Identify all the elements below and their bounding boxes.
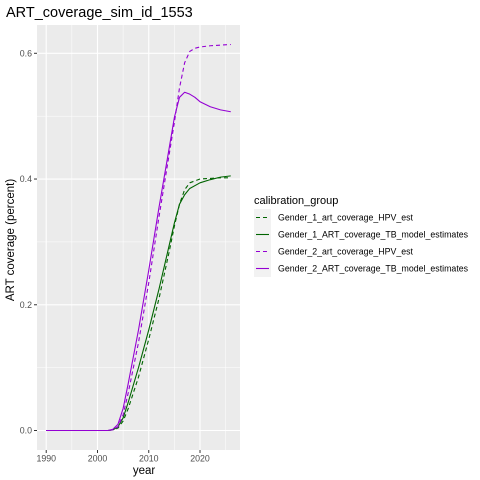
x-tick-label: 2020 — [190, 454, 210, 464]
x-tick-label: 2000 — [88, 454, 108, 464]
series-line-3 — [46, 43, 231, 432]
y-tick-label: 0.6 — [20, 48, 32, 58]
grid-major — [37, 25, 240, 450]
y-axis: 0.0 0.2 0.4 0.6 — [20, 48, 37, 436]
chart-title: ART_coverage_sim_id_1553 — [6, 5, 193, 21]
legend-title: calibration_group — [254, 195, 338, 207]
y-tick-label: 0.2 — [20, 300, 32, 310]
legend-label: Gender_1_art_coverage_HPV_est — [278, 213, 414, 223]
series-layer — [46, 43, 231, 432]
grid-minor — [37, 25, 240, 450]
series-line-4 — [46, 91, 231, 432]
legend: calibration_group Gender_1_art_coverage_… — [254, 195, 469, 277]
x-axis: 1990 2000 2010 2020 — [36, 450, 210, 464]
legend-key-bg — [254, 209, 271, 226]
legend-label: Gender_2_art_coverage_HPV_est — [278, 247, 414, 257]
y-axis-title: ART coverage (percent) — [5, 179, 17, 301]
x-tick-label: 1990 — [36, 454, 56, 464]
x-axis-title: year — [133, 465, 156, 477]
y-tick-label: 0.4 — [20, 174, 32, 184]
x-tick-label: 2010 — [139, 454, 159, 464]
legend-label: Gender_2_ART_coverage_TB_model_estimates — [278, 264, 469, 274]
y-tick-label: 0.0 — [20, 426, 32, 436]
plot-panel — [37, 25, 240, 450]
legend-label: Gender_1_ART_coverage_TB_model_estimates — [278, 230, 469, 240]
legend-key-bg — [254, 243, 271, 260]
